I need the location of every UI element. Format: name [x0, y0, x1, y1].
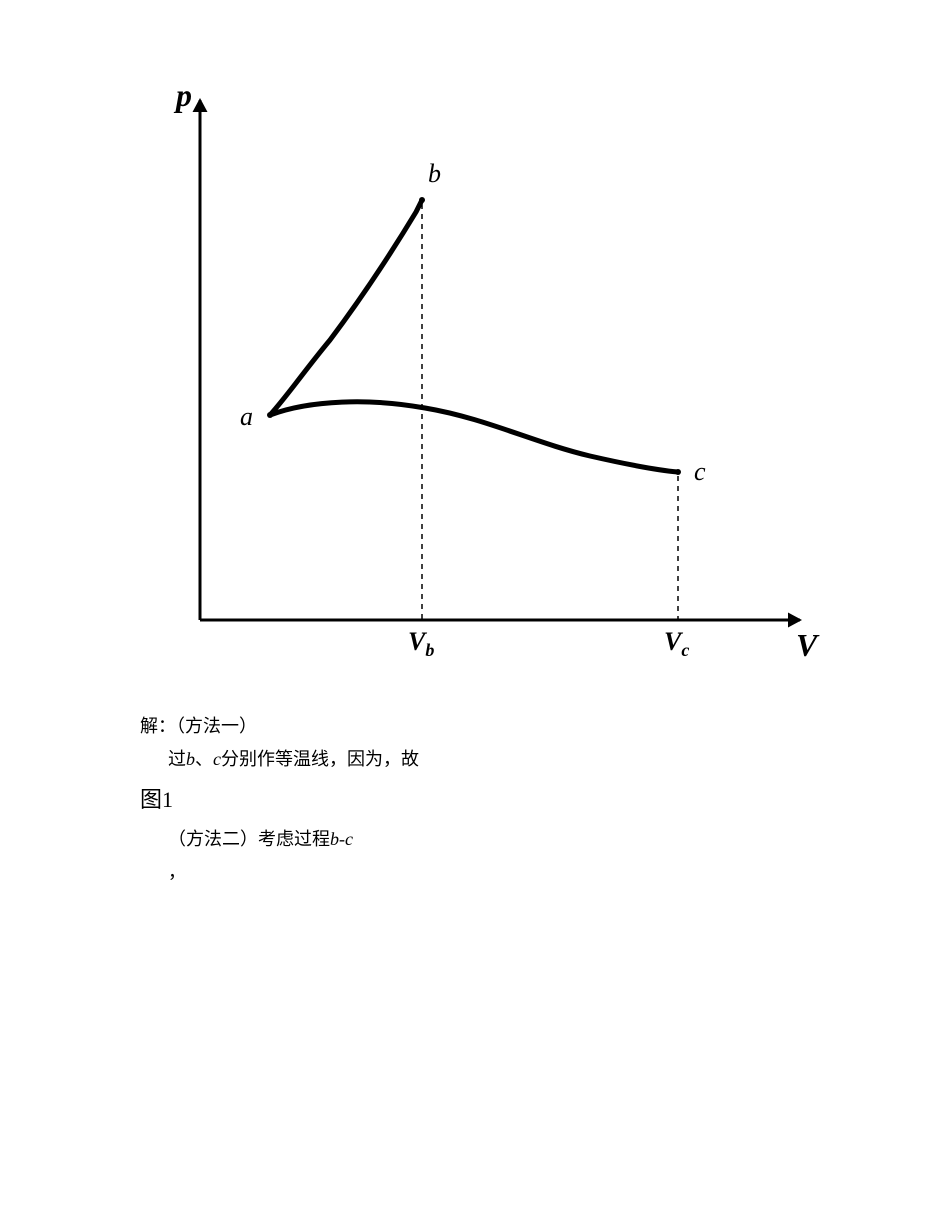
text-fragment: （方法二）考虑过程: [168, 829, 330, 849]
figure-label: 图1: [140, 776, 840, 823]
pv-diagram-svg: p Va b c Vb Vc: [140, 90, 840, 690]
svg-text:a: a: [240, 402, 253, 431]
solution-line-2: 过b、c分别作等温线，因为，故: [140, 743, 840, 776]
solution-line-1: 解：（方法一）: [140, 710, 840, 743]
svg-text:b: b: [428, 159, 441, 188]
solution-line-3: （方法二）考虑过程b-c: [140, 823, 840, 856]
page-container: { "diagram": { "type": "pv-diagram", "ba…: [0, 0, 945, 1223]
pv-diagram: p Va b c Vb Vc: [140, 90, 840, 690]
text-fragment: 、: [195, 749, 213, 769]
solution-text: 解：（方法一） 过b、c分别作等温线，因为，故 图1 （方法二）考虑过程b-c …: [140, 710, 840, 888]
svg-text:V: V: [796, 627, 820, 663]
text-fragment: 过: [168, 749, 186, 769]
svg-text:Vb: Vb: [408, 627, 434, 660]
svg-text:p: p: [173, 90, 192, 113]
var-b: b: [186, 749, 195, 769]
text-fragment: 分别作等温线，因为，故: [221, 749, 419, 769]
var-bc: b-c: [330, 829, 353, 849]
solution-line-4: ，: [140, 856, 840, 889]
svg-text:c: c: [694, 457, 706, 486]
var-c: c: [213, 749, 221, 769]
svg-text:Vc: Vc: [664, 627, 689, 660]
